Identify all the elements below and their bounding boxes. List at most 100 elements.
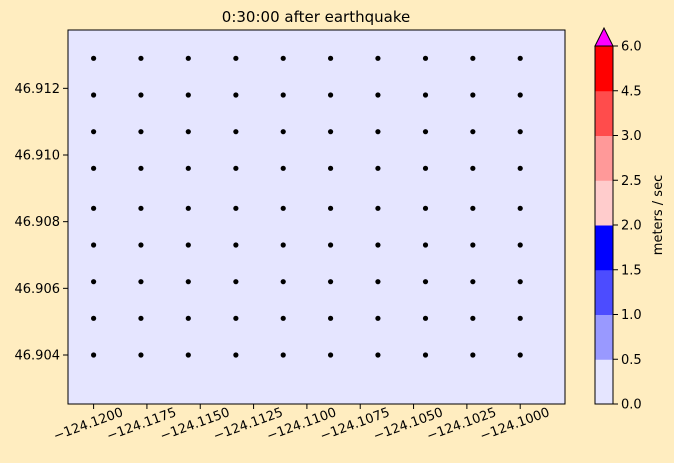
data-point <box>375 242 381 248</box>
colorbar-tick-label: 6.0 <box>621 40 642 55</box>
data-point <box>138 165 144 171</box>
colorbar-band <box>595 314 613 360</box>
data-point <box>91 92 97 98</box>
data-point <box>327 352 334 358</box>
data-point <box>280 352 286 358</box>
data-point <box>422 55 429 61</box>
data-point <box>233 205 239 211</box>
colorbar-band <box>595 46 613 92</box>
data-point <box>375 55 381 61</box>
data-point <box>233 129 239 135</box>
data-point <box>422 352 429 358</box>
colorbar-band <box>595 225 613 271</box>
data-point <box>470 242 476 248</box>
colorbar-band <box>595 269 613 315</box>
y-tick-label: 46.912 <box>15 82 61 97</box>
data-point <box>470 92 476 98</box>
data-point <box>280 165 286 171</box>
colorbar-tick-label: 2.0 <box>621 219 642 234</box>
data-point <box>517 315 523 321</box>
data-point <box>91 315 97 321</box>
data-point <box>91 279 97 285</box>
data-point <box>517 279 523 285</box>
data-point <box>470 55 476 61</box>
data-point <box>422 315 429 321</box>
data-point <box>280 315 286 321</box>
data-point <box>138 279 144 285</box>
data-point <box>233 279 239 285</box>
data-point <box>470 315 476 321</box>
data-point <box>327 315 334 321</box>
colorbar-band <box>595 180 613 226</box>
data-point <box>422 92 429 98</box>
data-point <box>327 92 334 98</box>
data-point <box>185 352 191 358</box>
data-point <box>185 92 191 98</box>
data-point <box>327 129 334 135</box>
colorbar-extend-triangle <box>594 26 614 47</box>
data-point <box>517 352 523 358</box>
data-point <box>138 92 144 98</box>
y-tick-label: 46.910 <box>15 149 61 164</box>
data-point <box>91 129 97 135</box>
data-point <box>327 55 334 61</box>
data-point <box>233 315 239 321</box>
data-point <box>375 92 381 98</box>
data-point <box>138 242 144 248</box>
data-point <box>375 315 381 321</box>
data-point <box>280 205 286 211</box>
x-axis: −124.1200−124.1175−124.1150−124.1125−124… <box>52 404 552 444</box>
data-point <box>375 129 381 135</box>
data-point <box>91 205 97 211</box>
data-point <box>138 129 144 135</box>
data-point <box>233 352 239 358</box>
data-point <box>422 279 429 285</box>
data-point <box>280 55 286 61</box>
data-point <box>470 352 476 358</box>
data-point <box>91 352 97 358</box>
data-point <box>470 165 476 171</box>
scatter-points <box>91 55 523 358</box>
data-point <box>91 242 97 248</box>
data-point <box>422 165 429 171</box>
colorbar-tick-label: 3.0 <box>621 129 642 144</box>
data-point <box>517 55 523 61</box>
data-point <box>138 315 144 321</box>
data-point <box>233 242 239 248</box>
data-point <box>327 165 334 171</box>
data-point <box>185 129 191 135</box>
data-point <box>517 129 523 135</box>
chart-title: 0:30:00 after earthquake <box>222 8 410 26</box>
data-point <box>280 242 286 248</box>
data-point <box>327 279 334 285</box>
colorbar-band <box>595 90 613 136</box>
y-tick-label: 46.908 <box>15 215 61 230</box>
data-point <box>470 205 476 211</box>
data-point <box>138 55 144 61</box>
data-point <box>185 279 191 285</box>
data-point <box>185 242 191 248</box>
y-tick-label: 46.906 <box>15 282 61 297</box>
data-point <box>280 129 286 135</box>
colorbar: 0.0 0.5 1.0 1.5 2.0 2.5 3.0 4.5 6.0 <box>594 26 642 413</box>
colorbar-tick-label: 1.5 <box>621 263 642 278</box>
data-point <box>327 242 334 248</box>
plot-frame <box>67 29 566 405</box>
data-point <box>375 205 381 211</box>
data-point <box>185 165 191 171</box>
data-point <box>233 165 239 171</box>
colorbar-band <box>595 135 613 181</box>
colorbar-tick-label: 0.5 <box>621 353 642 368</box>
data-point <box>517 242 523 248</box>
data-point <box>280 92 286 98</box>
y-tick-label: 46.904 <box>15 349 61 364</box>
data-point <box>91 55 97 61</box>
colorbar-band <box>595 359 613 405</box>
data-point <box>327 205 334 211</box>
data-point <box>517 205 523 211</box>
data-point <box>375 352 381 358</box>
data-point <box>422 242 429 248</box>
data-point <box>517 92 523 98</box>
data-point <box>375 165 381 171</box>
